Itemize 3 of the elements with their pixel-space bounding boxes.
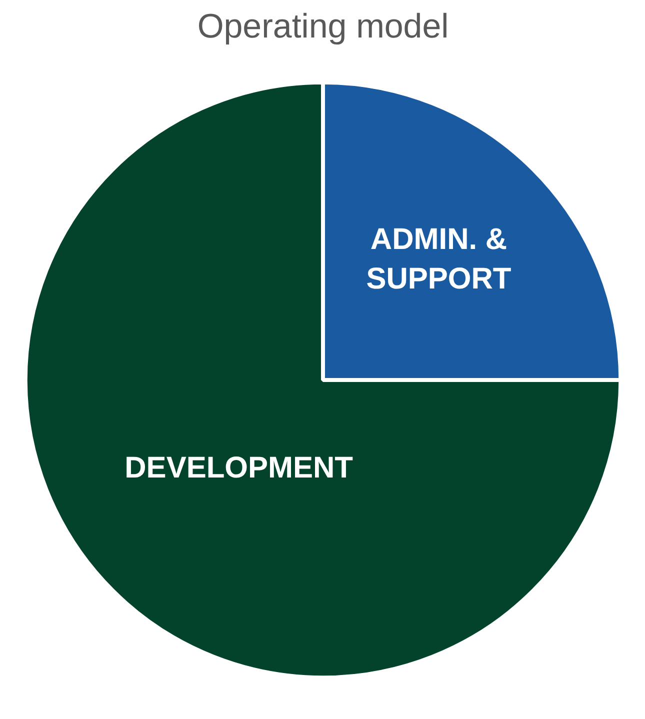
slice-label: DEVELOPMENT (124, 451, 354, 484)
slice-label: ADMIN. & SUPPORT (366, 222, 512, 296)
chart-title: Operating model (197, 8, 449, 46)
